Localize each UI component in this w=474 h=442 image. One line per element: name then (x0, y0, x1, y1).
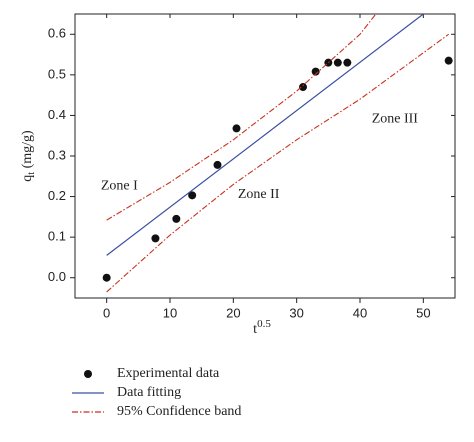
x-tick-label: 10 (163, 305, 177, 320)
x-tick-label: 20 (226, 305, 240, 320)
plot-frame (74, 13, 456, 299)
x-label-main: t (253, 322, 257, 337)
y-label-unit: (mg/g) (20, 130, 35, 168)
y-tick-label: 0.5 (48, 66, 66, 81)
y-axis-label: qt (mg/g) (20, 130, 37, 182)
x-axis-label: t0.5 (253, 318, 271, 338)
data-point (444, 56, 453, 65)
x-label-sup: 0.5 (257, 318, 271, 330)
legend-label: 95% Confidence band (117, 404, 241, 419)
x-tick-label: 30 (289, 305, 303, 320)
annotation: Zone III (372, 112, 419, 127)
y-label-sub: t (26, 172, 37, 175)
x-tick-label: 40 (353, 305, 367, 320)
x-tick-label: 50 (416, 305, 430, 320)
data-point (232, 124, 241, 133)
y-label-main: q (20, 175, 35, 182)
data-point (102, 273, 111, 282)
y-tick-label: 0.1 (48, 229, 66, 244)
legend-label: Data fitting (117, 385, 181, 400)
data-point (299, 83, 307, 92)
line (106, 33, 449, 293)
data-point (333, 58, 342, 67)
y-tick-label: 0.6 (48, 26, 66, 41)
data-point (172, 214, 181, 223)
y-tick-label: 0.0 (48, 269, 66, 284)
x-tick-label: 0 (103, 305, 110, 320)
data-point (343, 58, 352, 67)
line (106, 14, 377, 221)
y-tick-label: 0.4 (48, 107, 66, 122)
legend-marker (84, 370, 92, 378)
data-point (213, 160, 222, 169)
legend-label: Experimental data (117, 366, 220, 381)
y-tick-label: 0.3 (48, 147, 66, 162)
data-point (151, 234, 160, 243)
line (106, 14, 424, 256)
data-point (188, 191, 197, 200)
annotation: Zone I (101, 179, 138, 194)
annotation: Zone II (238, 187, 280, 202)
data-point (311, 67, 320, 76)
y-tick-label: 0.2 (48, 188, 66, 203)
